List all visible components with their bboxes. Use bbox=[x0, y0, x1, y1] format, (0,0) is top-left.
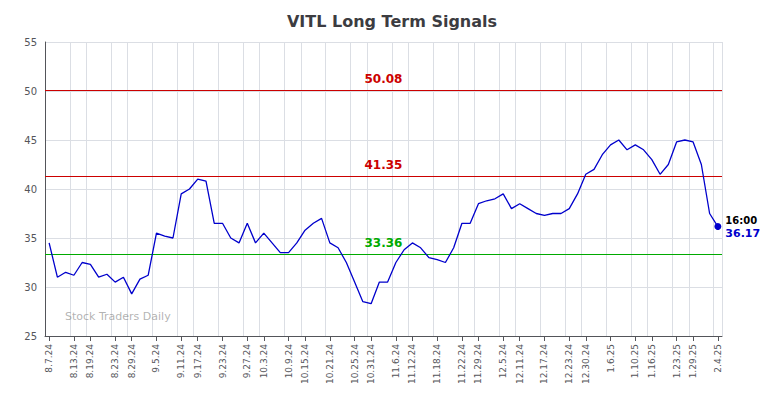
svg-text:50.08: 50.08 bbox=[365, 72, 403, 86]
svg-text:9.5.24: 9.5.24 bbox=[151, 344, 161, 373]
svg-text:11.22.24: 11.22.24 bbox=[457, 344, 467, 384]
svg-text:16:00: 16:00 bbox=[725, 215, 757, 226]
svg-text:10.25.24: 10.25.24 bbox=[350, 344, 360, 384]
svg-text:45: 45 bbox=[24, 135, 37, 146]
svg-text:1.6.25: 1.6.25 bbox=[606, 344, 616, 373]
svg-text:50: 50 bbox=[24, 86, 37, 97]
svg-text:8.23.24: 8.23.24 bbox=[110, 344, 120, 379]
svg-text:8.13.24: 8.13.24 bbox=[69, 344, 79, 379]
svg-text:2.4.25: 2.4.25 bbox=[713, 344, 723, 373]
svg-text:9.17.24: 9.17.24 bbox=[193, 344, 203, 379]
svg-text:10.31.24: 10.31.24 bbox=[366, 344, 376, 384]
svg-text:Stock Traders Daily: Stock Traders Daily bbox=[65, 310, 171, 323]
svg-text:VITL Long Term Signals: VITL Long Term Signals bbox=[287, 12, 497, 31]
svg-text:8.29.24: 8.29.24 bbox=[127, 344, 137, 379]
svg-text:1.23.25: 1.23.25 bbox=[672, 344, 682, 378]
svg-text:55: 55 bbox=[24, 37, 37, 48]
svg-text:40: 40 bbox=[24, 184, 37, 195]
svg-text:9.27.24: 9.27.24 bbox=[242, 344, 252, 379]
svg-text:36.17: 36.17 bbox=[725, 227, 760, 240]
svg-text:8.19.24: 8.19.24 bbox=[85, 344, 95, 379]
svg-text:1.29.25: 1.29.25 bbox=[688, 344, 698, 378]
svg-text:10.9.24: 10.9.24 bbox=[284, 344, 294, 379]
svg-text:41.35: 41.35 bbox=[365, 158, 403, 172]
svg-text:9.23.24: 9.23.24 bbox=[218, 344, 228, 379]
svg-text:30: 30 bbox=[24, 282, 37, 293]
svg-text:35: 35 bbox=[24, 233, 37, 244]
svg-text:12.23.24: 12.23.24 bbox=[564, 344, 574, 384]
svg-text:1.16.25: 1.16.25 bbox=[647, 344, 657, 378]
svg-text:11.18.24: 11.18.24 bbox=[432, 344, 442, 384]
svg-text:9.11.24: 9.11.24 bbox=[176, 344, 186, 379]
svg-text:12.5.24: 12.5.24 bbox=[498, 344, 508, 379]
svg-text:12.17.24: 12.17.24 bbox=[539, 344, 549, 384]
svg-text:10.15.24: 10.15.24 bbox=[300, 344, 310, 384]
svg-text:1.10.25: 1.10.25 bbox=[630, 344, 640, 378]
svg-text:11.29.24: 11.29.24 bbox=[473, 344, 483, 384]
svg-text:10.3.24: 10.3.24 bbox=[259, 344, 269, 379]
svg-text:12.11.24: 12.11.24 bbox=[515, 344, 525, 384]
svg-text:11.12.24: 11.12.24 bbox=[407, 344, 417, 384]
svg-text:8.7.24: 8.7.24 bbox=[44, 344, 54, 373]
svg-text:11.6.24: 11.6.24 bbox=[391, 344, 401, 379]
svg-text:25: 25 bbox=[24, 331, 37, 342]
svg-text:10.21.24: 10.21.24 bbox=[325, 344, 335, 384]
svg-text:12.30.24: 12.30.24 bbox=[581, 344, 591, 384]
svg-text:33.36: 33.36 bbox=[365, 236, 403, 250]
